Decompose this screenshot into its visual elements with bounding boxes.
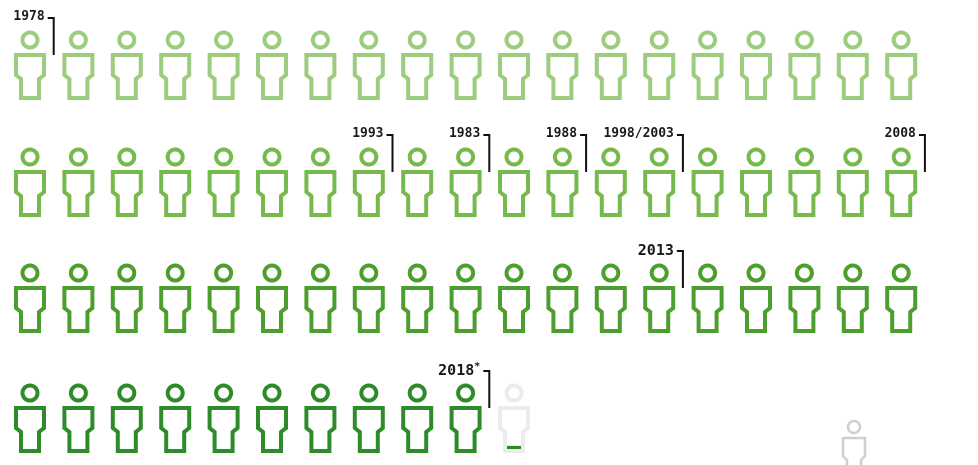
person-figure-r4-9	[401, 383, 434, 453]
person-figure-r1-19	[885, 30, 918, 100]
annotation-3: 1983	[449, 126, 491, 172]
person-figure-r3-14	[643, 263, 676, 333]
person-figure-r3-16	[740, 263, 772, 333]
person-figure-r2-10	[449, 147, 482, 217]
person-figure-r1-11	[498, 30, 530, 100]
annotation-footnote-mark: *	[474, 361, 480, 372]
person-figure-r3-1	[14, 263, 46, 333]
person-figure-r3-7	[304, 263, 337, 333]
annotation-2: 1993	[352, 126, 394, 172]
person-figure-r3-3	[110, 263, 143, 333]
person-figure-partial-1	[498, 383, 530, 453]
person-figure-r3-5	[207, 263, 240, 333]
person-figure-r4-10	[449, 383, 482, 453]
annotation-label: 2013	[638, 241, 674, 259]
annotation-year: 1978	[13, 9, 44, 24]
annotation-year: 1993	[352, 126, 383, 141]
person-figure-r4-8	[352, 383, 385, 453]
person-figure-r4-7	[304, 383, 337, 453]
annotation-7: 2013	[638, 241, 684, 288]
person-figure-r3-12	[546, 263, 579, 333]
person-figure-r1-15	[691, 30, 724, 100]
person-figure-r3-10	[449, 263, 482, 333]
person-figure-r2-16	[740, 147, 772, 217]
person-figure-r2-18	[836, 147, 869, 217]
person-figure-r1-3	[110, 30, 143, 100]
person-figure-r2-5	[207, 147, 240, 217]
person-figure-r1-2	[62, 30, 95, 100]
figures-layer	[14, 30, 918, 465]
person-figure-r3-8	[352, 263, 385, 333]
person-figure-r2-4	[159, 147, 192, 217]
person-figure-r3-4	[159, 263, 192, 333]
person-figure-r4-1	[14, 383, 46, 453]
person-figure-r3-13	[594, 263, 627, 333]
person-figure-r2-17	[788, 147, 821, 217]
person-figure-r1-6	[256, 30, 288, 100]
annotation-label: 1983	[449, 126, 480, 141]
annotation-year: 2008	[885, 126, 916, 141]
person-figure-r1-16	[740, 30, 772, 100]
person-figure-r2-11	[498, 147, 530, 217]
person-figure-r2-19	[885, 147, 918, 217]
person-figure-r2-15	[691, 147, 724, 217]
person-figure-r4-5	[207, 383, 240, 453]
person-figure-r3-19	[885, 263, 918, 333]
person-figure-r2-2	[62, 147, 95, 217]
person-figure-r2-13	[594, 147, 627, 217]
person-figure-r3-6	[256, 263, 288, 333]
person-figure-r1-17	[788, 30, 821, 100]
person-figure-r1-10	[449, 30, 482, 100]
annotation-5: 1998/2003	[603, 126, 684, 172]
person-figure-r1-18	[836, 30, 869, 100]
person-figure-r2-7	[304, 147, 337, 217]
annotations-layer: 1978 1993 1983 1988 1998/2003 2008 2013 2018*	[13, 9, 926, 408]
person-figure-r3-15	[691, 263, 724, 333]
person-figure-r1-7	[304, 30, 337, 100]
annotation-label: 1998/2003	[603, 126, 673, 141]
person-figure-r1-5	[207, 30, 240, 100]
annotation-label: 2018*	[438, 361, 480, 379]
person-figure-r1-14	[643, 30, 676, 100]
annotation-label: 2008	[885, 126, 916, 141]
legend-person-figure	[841, 419, 867, 465]
person-figure-r1-8	[352, 30, 385, 100]
annotation-year: 1998/2003	[603, 126, 673, 141]
person-figure-r2-3	[110, 147, 143, 217]
person-figure-r2-8	[352, 147, 385, 217]
person-figure-r3-17	[788, 263, 821, 333]
annotation-label: 1978	[13, 9, 44, 24]
annotation-label: 1993	[352, 126, 383, 141]
person-figure-r2-12	[546, 147, 579, 217]
person-figure-r2-9	[401, 147, 434, 217]
person-figure-r2-1	[14, 147, 46, 217]
person-figure-r2-14	[643, 147, 676, 217]
person-figure-r3-9	[401, 263, 434, 333]
annotation-4: 1988	[546, 126, 588, 172]
person-figure-r3-2	[62, 263, 95, 333]
annotation-6: 2008	[885, 126, 926, 172]
person-figure-r1-9	[401, 30, 434, 100]
person-figure-r1-12	[546, 30, 579, 100]
annotation-8: 2018*	[438, 361, 491, 408]
person-figure-r1-4	[159, 30, 192, 100]
person-figure-r1-13	[594, 30, 627, 100]
annotation-label: 1988	[546, 126, 577, 141]
person-figure-r4-3	[110, 383, 143, 453]
person-figure-r3-18	[836, 263, 869, 333]
annotation-year: 2018	[438, 361, 474, 379]
annotation-year: 1988	[546, 126, 577, 141]
person-figure-r1-1	[14, 30, 46, 100]
person-figure-r3-11	[498, 263, 530, 333]
person-figure-r4-4	[159, 383, 192, 453]
person-figure-r2-6	[256, 147, 288, 217]
annotation-1: 1978	[13, 9, 55, 55]
person-figure-r4-2	[62, 383, 95, 453]
annotation-year: 2013	[638, 241, 674, 259]
person-figure-r4-6	[256, 383, 288, 453]
annotation-year: 1983	[449, 126, 480, 141]
